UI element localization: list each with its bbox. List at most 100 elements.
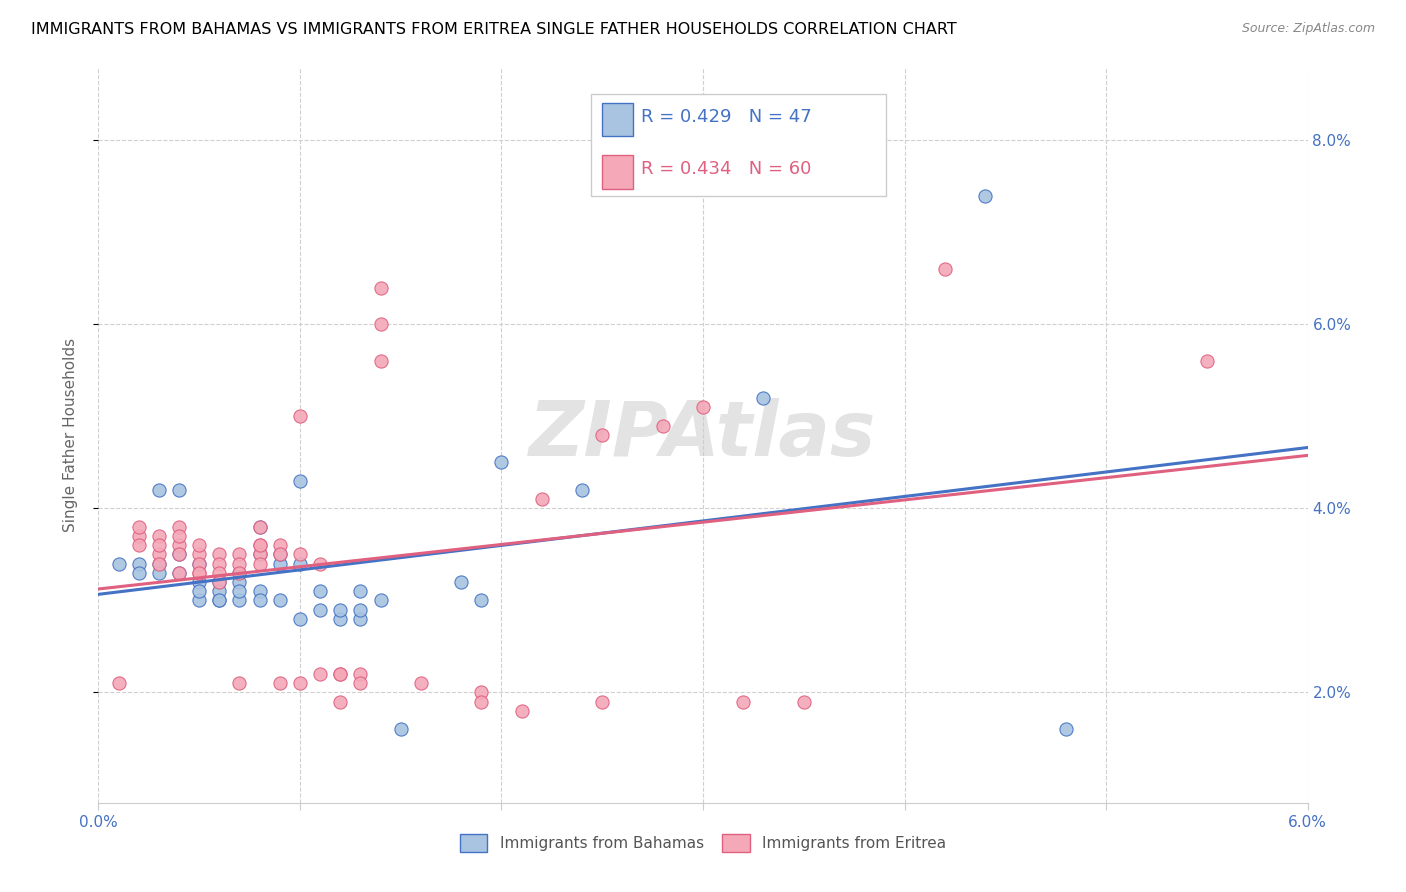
Point [651, 418, 673, 433]
Point [249, 538, 271, 552]
Point [309, 557, 332, 571]
Point [349, 676, 371, 690]
Text: R = 0.429   N = 47: R = 0.429 N = 47 [641, 108, 811, 126]
Point [208, 593, 231, 607]
Point [167, 520, 190, 534]
Point [188, 574, 211, 589]
Point [370, 593, 392, 607]
Point [188, 593, 211, 607]
Point [208, 584, 231, 599]
Point [309, 602, 332, 616]
Point [1195, 354, 1218, 368]
Point [228, 566, 250, 580]
Point [288, 676, 311, 690]
Point [329, 602, 352, 616]
Point [249, 538, 271, 552]
Point [329, 695, 352, 709]
Point [167, 548, 190, 562]
Point [349, 602, 371, 616]
Point [249, 520, 271, 534]
Point [934, 262, 956, 277]
Point [288, 409, 311, 424]
Point [228, 557, 250, 571]
Point [793, 695, 815, 709]
Legend: Immigrants from Bahamas, Immigrants from Eritrea: Immigrants from Bahamas, Immigrants from… [454, 828, 952, 858]
Point [228, 593, 250, 607]
Point [148, 557, 170, 571]
Point [692, 401, 714, 415]
Point [208, 593, 231, 607]
Point [167, 566, 190, 580]
Point [208, 574, 231, 589]
Point [269, 676, 291, 690]
Point [128, 557, 150, 571]
Point [188, 538, 211, 552]
Text: ZIPAtlas: ZIPAtlas [529, 398, 877, 472]
Point [349, 612, 371, 626]
Point [148, 529, 170, 543]
Point [349, 584, 371, 599]
Point [288, 612, 311, 626]
Point [470, 695, 492, 709]
Point [288, 474, 311, 488]
Point [269, 593, 291, 607]
Point [188, 548, 211, 562]
Point [470, 685, 492, 699]
Point [249, 548, 271, 562]
Point [249, 593, 271, 607]
Point [167, 548, 190, 562]
Point [491, 455, 513, 469]
Point [591, 427, 613, 442]
Point [128, 538, 150, 552]
Point [450, 574, 472, 589]
Point [208, 574, 231, 589]
Point [128, 529, 150, 543]
Point [148, 566, 170, 580]
Point [530, 492, 553, 507]
Point [269, 548, 291, 562]
Point [128, 566, 150, 580]
Y-axis label: Single Father Households: Single Father Households [63, 338, 77, 532]
Point [329, 667, 352, 681]
Point [288, 548, 311, 562]
Point [309, 667, 332, 681]
Point [148, 538, 170, 552]
Point [228, 676, 250, 690]
Point [188, 584, 211, 599]
Point [571, 483, 593, 497]
Point [188, 566, 211, 580]
Point [974, 188, 997, 202]
Point [269, 557, 291, 571]
Point [228, 548, 250, 562]
Point [228, 574, 250, 589]
Text: IMMIGRANTS FROM BAHAMAS VS IMMIGRANTS FROM ERITREA SINGLE FATHER HOUSEHOLDS CORR: IMMIGRANTS FROM BAHAMAS VS IMMIGRANTS FR… [31, 22, 956, 37]
Point [148, 548, 170, 562]
Point [249, 548, 271, 562]
Point [269, 538, 291, 552]
Point [288, 557, 311, 571]
Point [752, 391, 775, 405]
Point [208, 566, 231, 580]
Point [249, 520, 271, 534]
Point [329, 667, 352, 681]
Point [188, 557, 211, 571]
Point [148, 557, 170, 571]
Point [349, 667, 371, 681]
Point [329, 612, 352, 626]
Point [269, 548, 291, 562]
Point [470, 593, 492, 607]
Point [249, 557, 271, 571]
Point [249, 584, 271, 599]
Text: R = 0.434   N = 60: R = 0.434 N = 60 [641, 161, 811, 178]
Point [309, 584, 332, 599]
Point [370, 280, 392, 294]
Point [188, 557, 211, 571]
Point [167, 483, 190, 497]
Text: Source: ZipAtlas.com: Source: ZipAtlas.com [1241, 22, 1375, 36]
Point [167, 529, 190, 543]
Point [510, 704, 533, 718]
Point [167, 566, 190, 580]
Point [370, 354, 392, 368]
Point [128, 520, 150, 534]
Point [208, 548, 231, 562]
